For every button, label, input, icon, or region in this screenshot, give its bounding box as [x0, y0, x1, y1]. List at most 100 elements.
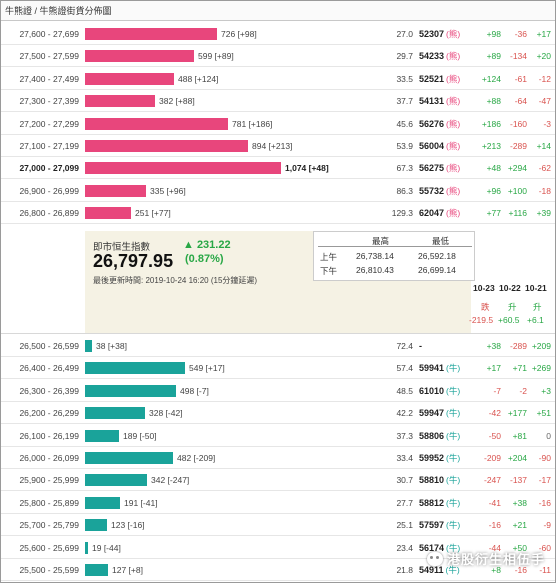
index-level[interactable]: 59941 (牛) — [419, 357, 479, 379]
table-row[interactable]: 27,200 - 27,299 781 [+186] 45.6 56276 (熊) +18… — [1, 113, 555, 135]
date-header-2: 10-22 — [499, 283, 521, 293]
index-level[interactable]: 56275 (熊) — [419, 157, 479, 179]
wechat-icon — [426, 551, 443, 566]
level-number: 59941 — [419, 363, 445, 374]
volume-label: 726 [+98] — [221, 29, 257, 39]
index-level[interactable]: 57597 (牛) — [419, 514, 479, 536]
daily-change-c3: +14 — [536, 141, 551, 151]
ratio-value: 129.3 — [391, 208, 413, 219]
index-level[interactable]: 59947 (牛) — [419, 402, 479, 424]
ratio-value: 86.3 — [396, 185, 413, 196]
table-row[interactable]: 26,200 - 26,299 328 [-42] 42.2 59947 (牛) -42 +… — [1, 402, 555, 425]
volume-label: 599 [+89] — [198, 51, 234, 62]
index-level[interactable]: 54233 (熊) — [419, 45, 479, 67]
daily-change-c3: +17 — [536, 29, 551, 39]
table-row[interactable]: 27,100 - 27,199 894 [+213] 53.9 56004 (熊) +21… — [1, 135, 555, 157]
bear-volume-bar — [85, 340, 92, 352]
table-row[interactable]: 25,500 - 25,599 127 [+8] 21.8 54911 (牛) +8 -16… — [1, 559, 555, 581]
index-level[interactable]: 61010 (牛) — [419, 380, 479, 402]
level-number: 59952 — [419, 453, 445, 463]
level-number: 54911 — [419, 565, 444, 575]
volume-label: 127 [+8] — [112, 565, 143, 575]
table-row[interactable]: 26,400 - 26,499 549 [+17] 57.4 59941 (牛) +17 +… — [1, 357, 555, 380]
index-change-1: -219.5 — [469, 315, 494, 325]
index-percent: (0.87%) — [185, 253, 224, 265]
daily-change-c1: -7 — [493, 385, 501, 396]
table-row[interactable]: 26,300 - 26,399 498 [-7] 48.5 61010 (牛) -7 -2 +… — [1, 380, 555, 402]
index-level[interactable]: 58812 (牛) — [419, 492, 479, 514]
ratio-value: 23.4 — [396, 542, 413, 553]
table-row[interactable]: 26,000 - 26,099 482 [-209] 33.4 59952 (牛) -20… — [1, 447, 555, 469]
index-level[interactable]: 54131 (熊) — [419, 90, 479, 112]
index-level[interactable]: 54911 (牛) — [419, 559, 479, 581]
daily-change-c3: -9 — [543, 520, 551, 531]
table-row[interactable]: 25,600 - 25,699 19 [-44] 23.4 56174 (牛) -44 +5… — [1, 537, 555, 559]
table-row[interactable]: 25,800 - 25,899 191 [-41] 27.7 58812 (牛) -41 +… — [1, 492, 555, 514]
table-row[interactable]: 27,500 - 27,599 599 [+89] 29.7 54233 (熊) +89-… — [1, 45, 555, 68]
index-level[interactable]: 62047 (熊) — [419, 202, 479, 224]
index-level[interactable]: - — [419, 335, 479, 357]
table-row[interactable]: 26,100 - 26,199 189 [-50] 37.3 58806 (牛) -50 +… — [1, 425, 555, 447]
ratio-value: 27.0 — [396, 29, 413, 39]
daily-change-c3: +209 — [531, 341, 551, 351]
ratio-value: 33.5 — [396, 73, 413, 84]
index-level[interactable]: 58806 (牛) — [419, 425, 479, 447]
table-row[interactable]: 25,900 - 25,999 342 [-247] 30.7 58810 (牛) -24… — [1, 469, 555, 492]
daily-change-c3: +39 — [536, 208, 551, 219]
table-row[interactable]: 26,900 - 26,999 335 [+96] 86.3 55732 (熊) +96 +… — [1, 180, 555, 202]
price-range: 27,000 - 27,099 — [19, 163, 79, 174]
cbbc-type-tag: (熊) — [446, 185, 461, 196]
breadcrumb[interactable]: 牛熊證 / 牛熊證街貨分佈圖 — [1, 1, 555, 21]
table-row[interactable]: 27,600 - 27,699 726 [+98] 27.0 52307 (熊) +98 -… — [1, 23, 555, 45]
index-level[interactable]: 52307 (熊) — [419, 23, 479, 45]
daily-change-c1: -42 — [488, 408, 501, 419]
cbbc-type-tag: (牛) — [446, 385, 461, 396]
level-number: 58812 — [419, 497, 445, 508]
volume-label: 482 [-209] — [177, 453, 216, 463]
daily-change-c1: +17 — [486, 363, 501, 374]
cbbc-type-tag: (牛) — [446, 542, 461, 553]
index-level[interactable]: 55732 (熊) — [419, 180, 479, 202]
bull-volume-bar — [85, 28, 217, 40]
daily-change-c1: -41 — [488, 497, 501, 508]
cbbc-type-tag: (熊) — [446, 141, 461, 151]
level-number: 58810 — [419, 475, 445, 486]
ratio-value: 27.7 — [396, 497, 413, 508]
cbbc-type-tag: (熊) — [446, 51, 461, 62]
table-row[interactable]: 26,500 - 26,599 38 [+38] 72.4- +38 -289 +209 — [1, 335, 555, 357]
table-row[interactable]: 27,300 - 27,399 382 [+88] 37.7 54131 (熊) +88 -… — [1, 90, 555, 113]
daily-change-c3: -16 — [538, 497, 551, 508]
index-level[interactable]: 58810 (牛) — [419, 469, 479, 491]
bear-volume-bar — [85, 429, 119, 442]
index-delta: ▲ 231.22 — [183, 239, 231, 251]
price-range: 25,900 - 25,999 — [19, 475, 79, 486]
am-low: 26,592.18 — [418, 251, 456, 261]
index-level[interactable]: 56276 (熊) — [419, 113, 479, 135]
ratio-value: 37.7 — [396, 96, 413, 107]
bull-volume-bar — [85, 72, 174, 85]
bear-volume-bar — [85, 452, 173, 464]
daily-change-c2: +21 — [512, 520, 527, 531]
price-range: 27,400 - 27,499 — [19, 73, 79, 84]
daily-change-c1: -209 — [483, 453, 501, 463]
table-row[interactable]: 27,400 - 27,499 488 [+124] 33.5 52521 (熊) +12… — [1, 68, 555, 90]
daily-change-c2: +116 — [508, 208, 527, 219]
daily-change-c1: +8 — [491, 565, 501, 575]
daily-change-c2: -2 — [519, 385, 527, 396]
table-row[interactable]: 26,800 - 26,899 251 [+77] 129.3 62047 (熊) +77… — [1, 202, 555, 225]
cbbc-type-tag: (熊) — [446, 73, 461, 84]
daily-change-c2: +81 — [512, 430, 527, 441]
index-level[interactable]: 52521 (熊) — [419, 68, 479, 90]
volume-label: 191 [-41] — [124, 497, 158, 508]
daily-change-c2: -134 — [509, 51, 527, 62]
index-level[interactable]: 56004 (熊) — [419, 135, 479, 157]
low-header: 最低 — [432, 236, 450, 246]
table-row[interactable]: 25,700 - 25,799 123 [-16] 25.1 57597 (牛) -16 +… — [1, 514, 555, 537]
volume-label: 19 [-44] — [92, 542, 121, 553]
cbbc-type-tag: (牛) — [445, 565, 460, 575]
table-row[interactable]: 27,000 - 27,099 1,074 [+48] 67.3 56275 (熊) +4… — [1, 157, 555, 180]
ratio-value: 45.6 — [396, 118, 413, 129]
index-level[interactable]: 56174 (牛) — [419, 537, 479, 559]
volume-label: 189 [-50] — [123, 430, 157, 441]
index-level[interactable]: 59952 (牛) — [419, 447, 479, 469]
